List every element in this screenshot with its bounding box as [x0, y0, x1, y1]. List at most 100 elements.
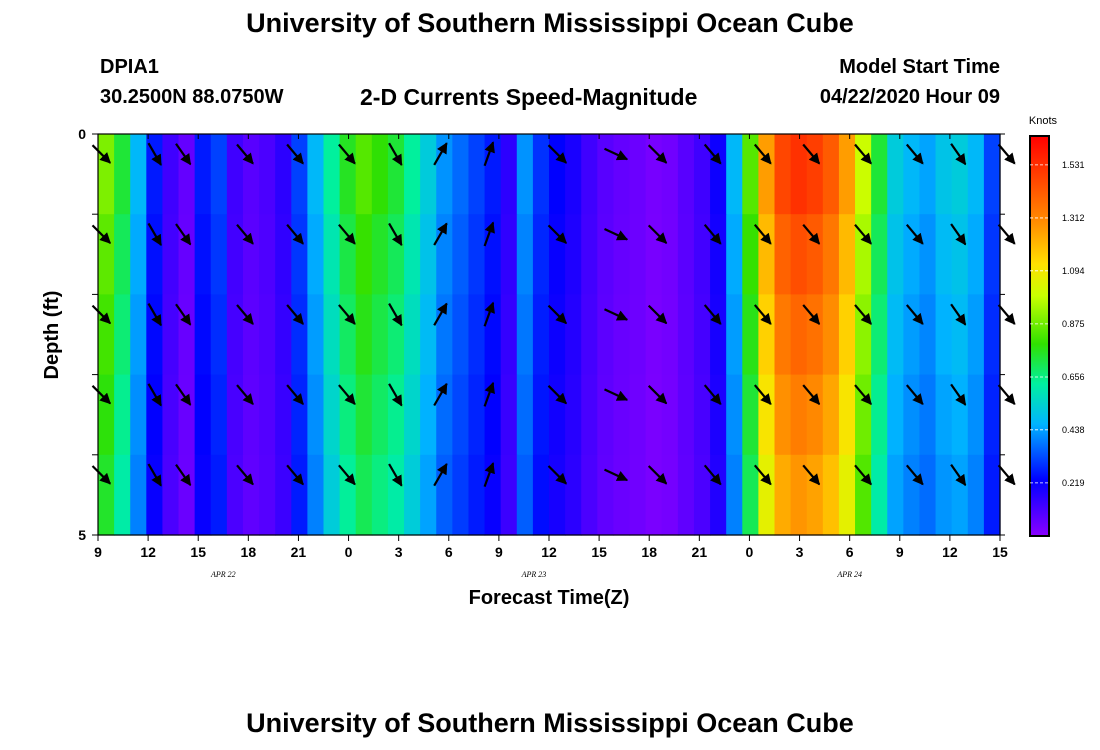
heatmap-cell	[484, 454, 502, 536]
heatmap-cell	[307, 214, 325, 295]
current-arrow	[703, 384, 722, 406]
current-arrow	[147, 463, 162, 487]
heatmap-cell	[210, 374, 228, 456]
heatmap-cell	[919, 294, 937, 376]
heatmap-cell	[871, 374, 888, 456]
heatmap-cell	[452, 374, 470, 456]
colorbar-unit: Knots	[1029, 115, 1058, 127]
heatmap-cell	[532, 374, 550, 456]
heatmap-cell	[806, 134, 824, 215]
heatmap-cell	[468, 134, 486, 215]
heatmap-cell	[291, 294, 308, 376]
heatmap-cell	[838, 374, 856, 456]
heatmap-cell	[307, 134, 325, 215]
x-tick-label: 9	[896, 544, 904, 560]
heatmap-cell	[339, 454, 357, 536]
heatmap-cell	[613, 134, 631, 215]
x-tick-label: 15	[591, 544, 607, 560]
heatmap-cell	[500, 374, 518, 456]
current-arrow	[753, 384, 772, 406]
heatmap-cell	[983, 454, 1001, 536]
current-arrow	[604, 147, 629, 161]
x-tick-label: 3	[796, 544, 804, 560]
heatmap-cell	[452, 134, 470, 215]
current-arrow	[997, 304, 1016, 325]
current-arrow	[997, 223, 1016, 245]
heatmap-cell	[549, 374, 566, 456]
colorbar-tick-label: 1.531	[1062, 160, 1085, 170]
current-arrow	[433, 142, 448, 166]
heatmap-cell	[404, 134, 421, 215]
heatmap-cell	[259, 454, 276, 536]
heatmap-cell	[758, 134, 776, 215]
heatmap-cell	[774, 454, 792, 536]
current-arrow	[91, 304, 111, 325]
heatmap-cell	[371, 374, 389, 456]
x-tick-label: 21	[291, 544, 307, 560]
heatmap-cell	[790, 454, 808, 536]
colorbar-gradient	[1029, 135, 1050, 537]
current-arrow	[338, 384, 356, 406]
heatmap-cell	[677, 374, 695, 456]
current-arrow	[147, 303, 162, 327]
heatmap-cell	[742, 214, 759, 295]
heatmap-cell	[532, 214, 550, 295]
heatmap-cell	[710, 134, 727, 215]
heatmap-cell	[581, 454, 598, 536]
heatmap-cell	[323, 454, 341, 536]
heatmap-cell	[259, 374, 276, 456]
heatmap-cell	[951, 374, 969, 456]
heatmap-cell	[806, 454, 824, 536]
heatmap-cell	[452, 214, 470, 295]
station-id: DPIA1	[100, 56, 159, 78]
heatmap-cell	[693, 134, 711, 215]
heatmap-cell	[693, 454, 711, 536]
colorbar-tick-label: 0.438	[1062, 425, 1085, 435]
x-tick-label: 12	[942, 544, 958, 560]
current-arrow	[388, 303, 403, 327]
heatmap-cell	[919, 134, 937, 215]
heatmap-cell	[983, 294, 1001, 376]
heatmap-cell	[226, 294, 244, 376]
heatmap-cell	[323, 214, 341, 295]
heatmap-cell	[774, 214, 792, 295]
heatmap-cell	[484, 374, 502, 456]
heatmap-cell	[822, 454, 840, 536]
current-arrow	[854, 384, 872, 406]
current-arrow	[905, 223, 924, 245]
heatmap-cell	[532, 134, 550, 215]
heatmap-cell	[146, 214, 164, 295]
x-tick-label: 12	[541, 544, 557, 560]
current-arrow	[703, 464, 722, 486]
current-arrow	[91, 465, 111, 485]
heatmap-cell	[661, 214, 679, 295]
heatmap-cell	[500, 454, 518, 536]
heatmap-cell	[629, 294, 647, 376]
heatmap-cell	[677, 294, 695, 376]
heatmap-cell	[146, 374, 164, 456]
heatmap-cell	[629, 374, 647, 456]
current-arrow	[433, 463, 448, 487]
heatmap-cell	[693, 214, 711, 295]
heatmap-cell	[581, 374, 598, 456]
x-tick-label: 9	[94, 544, 102, 560]
heatmap-cell	[919, 454, 937, 536]
heatmap-cell	[210, 134, 228, 215]
heatmap-cell	[838, 454, 856, 536]
heatmap-cell	[806, 214, 824, 295]
heatmap-cell	[130, 294, 147, 376]
heatmap-cell	[983, 214, 1001, 295]
heatmap-cell	[726, 454, 743, 536]
heatmap-cell	[613, 374, 631, 456]
heatmap-cell	[758, 454, 776, 536]
heatmap-cells	[98, 134, 1001, 536]
heatmap-cell	[726, 134, 743, 215]
heatmap-cell	[742, 454, 759, 536]
heatmap-cell	[726, 214, 743, 295]
heatmap-cell	[98, 454, 115, 536]
heatmap-cell	[565, 294, 582, 376]
heatmap-cell	[903, 374, 921, 456]
heatmap-cell	[468, 294, 486, 376]
heatmap-cell	[275, 134, 292, 215]
heatmap-cell	[903, 454, 921, 536]
